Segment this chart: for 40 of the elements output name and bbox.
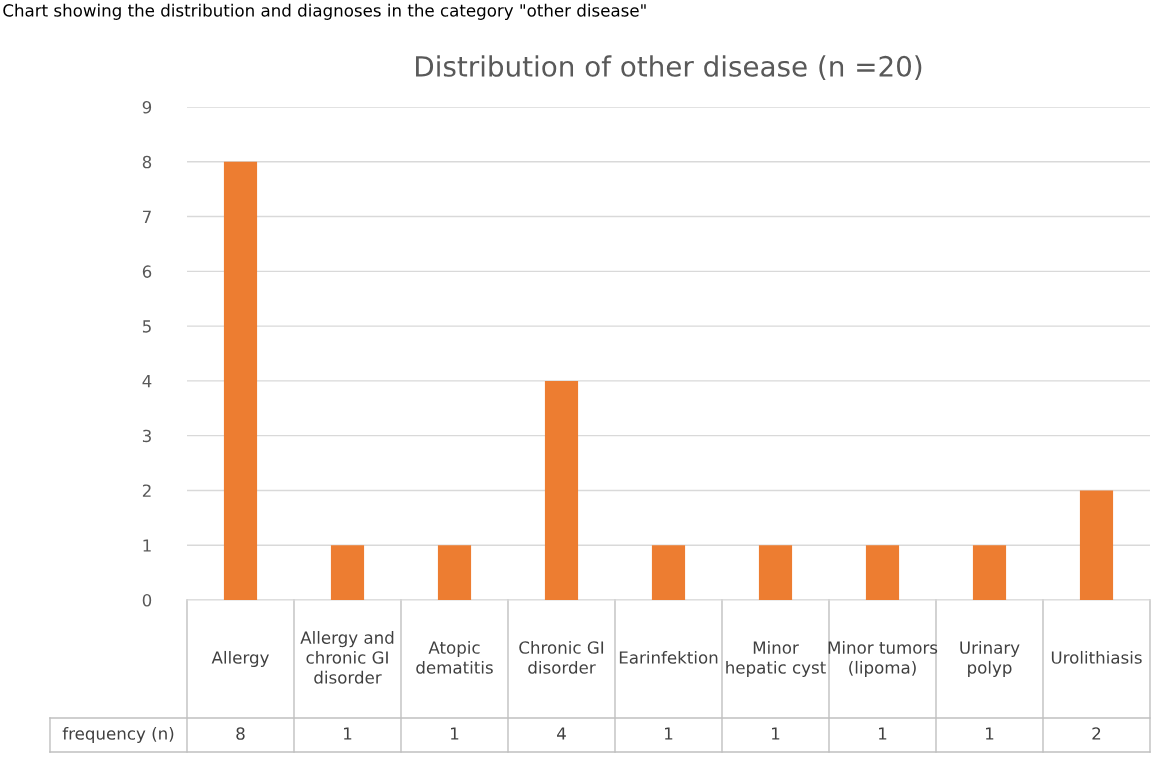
y-tick-label: 1 xyxy=(143,539,151,552)
bar xyxy=(223,161,258,600)
bar xyxy=(330,545,365,600)
y-tick-label: 0 xyxy=(142,593,152,607)
data-label: 1 xyxy=(665,727,673,740)
data-label: 1 xyxy=(986,727,994,740)
x-tick-label: Allergy and chronic GI disorder xyxy=(300,631,394,684)
y-tick-label: 3 xyxy=(142,429,151,443)
bar xyxy=(437,545,472,600)
y-tick-label: 2 xyxy=(142,484,151,497)
x-tick-label: Atopic dematitis xyxy=(416,640,493,674)
y-tick-label: 9 xyxy=(142,100,152,114)
data-label: 1 xyxy=(772,727,780,740)
bar xyxy=(758,545,793,600)
bar xyxy=(544,380,579,600)
x-tick-label: Urinary polyp xyxy=(960,640,1020,678)
bar xyxy=(651,545,686,600)
bar xyxy=(1079,490,1114,600)
y-tick-label: 8 xyxy=(142,155,152,169)
x-tick-label: Chronic GI disorder xyxy=(519,640,604,674)
data-label: 1 xyxy=(451,727,459,740)
y-tick-label: 4 xyxy=(142,375,152,388)
bar xyxy=(972,545,1007,600)
x-tick-label: Minor tumors (lipoma) xyxy=(828,640,938,678)
text: frequency (n) xyxy=(62,726,174,744)
data-label: 1 xyxy=(879,727,887,740)
x-tick-label: Earinfektion xyxy=(619,650,718,664)
y-tick-label: 5 xyxy=(142,320,151,333)
x-tick-label: Urolithiasis xyxy=(1051,650,1142,664)
x-tick-label: Minor hepatic cyst xyxy=(726,640,826,678)
y-tick-label: 6 xyxy=(142,265,152,278)
data-label: 8 xyxy=(236,727,245,740)
data-label: 4 xyxy=(557,727,566,740)
data-label: 1 xyxy=(344,727,352,740)
text: Chart showing the distribution and diagnoses in the category "other disease" xyxy=(3,3,646,20)
chart-title: Distribution of other disease (n =20) xyxy=(416,55,922,81)
y-tick-label: 7 xyxy=(143,210,151,223)
data-label: 2 xyxy=(1092,727,1101,740)
x-tick-label: Allergy xyxy=(211,650,269,668)
bar xyxy=(865,545,900,600)
